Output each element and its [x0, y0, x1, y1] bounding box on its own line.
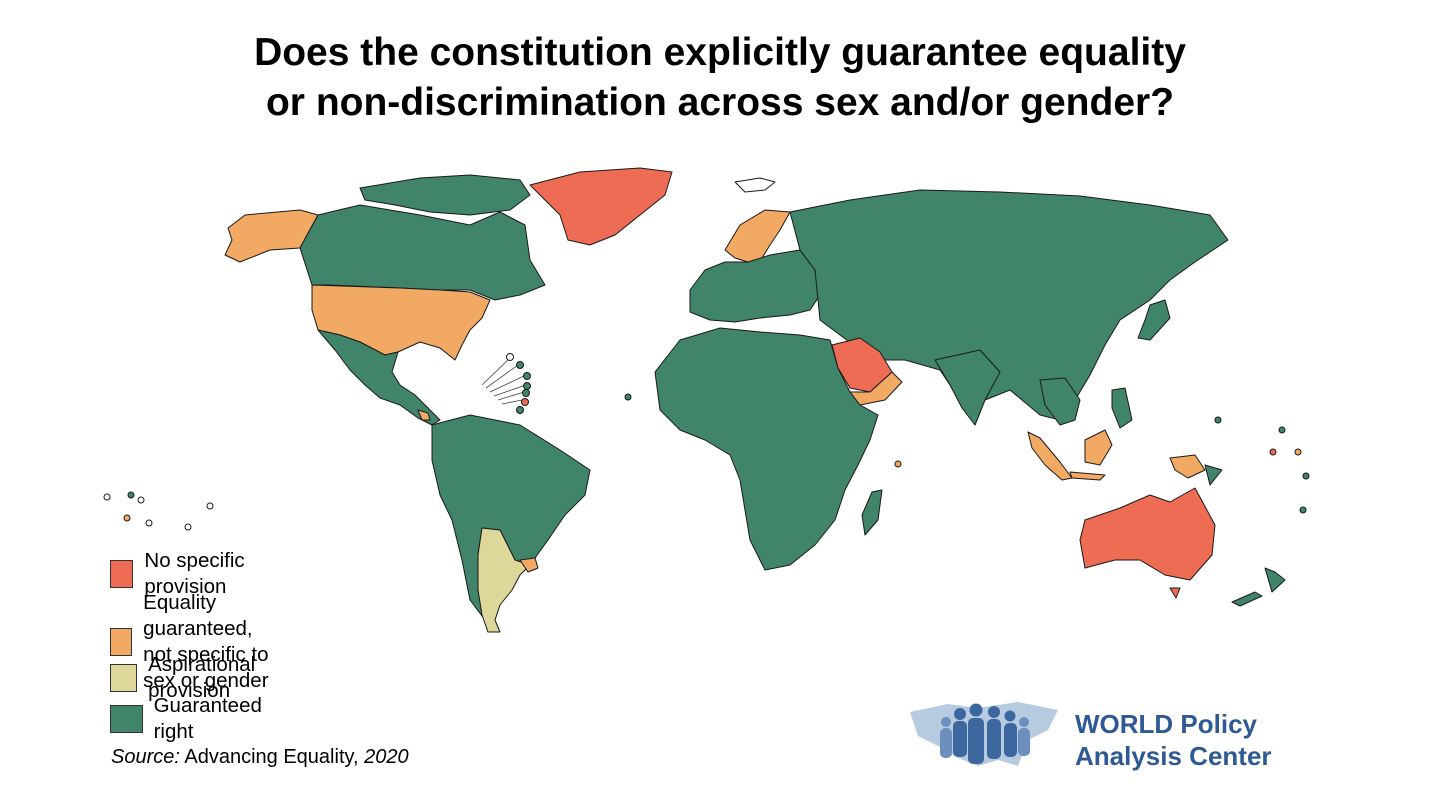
legend-label: Equality guaranteed, not specific to sex…	[143, 591, 269, 692]
logo-line-2: Analysis Center	[1075, 741, 1272, 771]
small-island-markers	[103, 353, 1310, 531]
legend-label: Guaranteed right	[153, 694, 262, 743]
map-title: Does the constitution explicitly guarant…	[0, 28, 1440, 128]
region-papua-new-guinea	[1204, 464, 1223, 486]
region-indonesia-sumatra	[1027, 431, 1073, 481]
island-marker	[206, 502, 214, 510]
region-argentina	[477, 527, 531, 633]
island-marker	[516, 361, 524, 369]
title-line-1: Does the constitution explicitly guarant…	[254, 31, 1186, 74]
island-marker	[523, 372, 531, 380]
island-marker	[145, 519, 153, 527]
legend-swatch	[110, 560, 134, 588]
source-prefix: Source:	[111, 746, 180, 768]
region-uruguay	[519, 557, 539, 573]
island-marker	[624, 393, 632, 401]
region-mexico-central-america	[317, 329, 441, 426]
region-costa-rica	[417, 409, 431, 421]
source-note: Source: Advancing Equality, 2020	[111, 746, 409, 769]
region-scandinavia	[724, 209, 791, 263]
region-greenland	[529, 167, 673, 246]
legend-swatch	[110, 705, 143, 733]
island-marker	[137, 496, 145, 504]
region-india	[934, 349, 1001, 426]
island-marker	[103, 493, 111, 501]
legend-label: No specific provision	[144, 549, 245, 598]
wpac-logo-icon	[910, 702, 1058, 766]
region-africa	[654, 327, 879, 571]
caribbean-callout-lines	[481, 357, 527, 405]
region-southeast-asia	[1039, 377, 1081, 426]
region-europe	[689, 249, 821, 323]
region-alaska	[224, 209, 319, 263]
region-australia	[1079, 487, 1216, 581]
island-marker	[516, 406, 524, 414]
wpac-logo-text: WORLD Policy Analysis Center	[1075, 708, 1272, 772]
island-marker	[1299, 506, 1307, 514]
region-indonesia-east	[1169, 454, 1206, 479]
region-indonesia-java	[1069, 471, 1106, 481]
source-year: 2020	[358, 746, 409, 768]
island-marker	[1294, 448, 1302, 456]
island-marker	[1214, 416, 1222, 424]
region-madagascar	[861, 489, 883, 536]
region-tasmania	[1169, 587, 1181, 599]
legend-item-aspirational: Aspirational provision	[110, 652, 270, 704]
region-svalbard	[734, 177, 776, 193]
region-indonesia-borneo	[1084, 429, 1113, 466]
island-marker	[523, 382, 531, 390]
source-text: Advancing Equality,	[179, 746, 359, 768]
region-canada-arctic	[359, 174, 531, 216]
legend-item-equality-not-specific: Equality guaranteed, not specific to sex…	[110, 590, 272, 694]
island-marker	[1269, 448, 1277, 456]
island-marker	[1278, 426, 1286, 434]
island-marker	[894, 460, 902, 468]
legend-item-no-provision: No specific provision	[110, 548, 245, 600]
title-line-2: or non-discrimination across sex and/or …	[265, 81, 1175, 124]
legend-swatch	[110, 664, 138, 692]
legend-item-guaranteed: Guaranteed right	[110, 693, 271, 745]
region-new-zealand	[1231, 567, 1286, 607]
region-japan	[1137, 299, 1171, 341]
island-marker	[506, 353, 514, 361]
legend-swatch	[110, 628, 133, 656]
island-marker	[522, 389, 530, 397]
island-marker	[521, 398, 529, 406]
island-marker	[127, 491, 135, 499]
island-marker	[1302, 472, 1310, 480]
region-philippines	[1111, 387, 1133, 429]
island-marker	[184, 523, 192, 531]
logo-line-1: WORLD Policy	[1075, 709, 1258, 739]
island-marker	[123, 514, 131, 522]
legend-label: Aspirational provision	[148, 653, 256, 702]
